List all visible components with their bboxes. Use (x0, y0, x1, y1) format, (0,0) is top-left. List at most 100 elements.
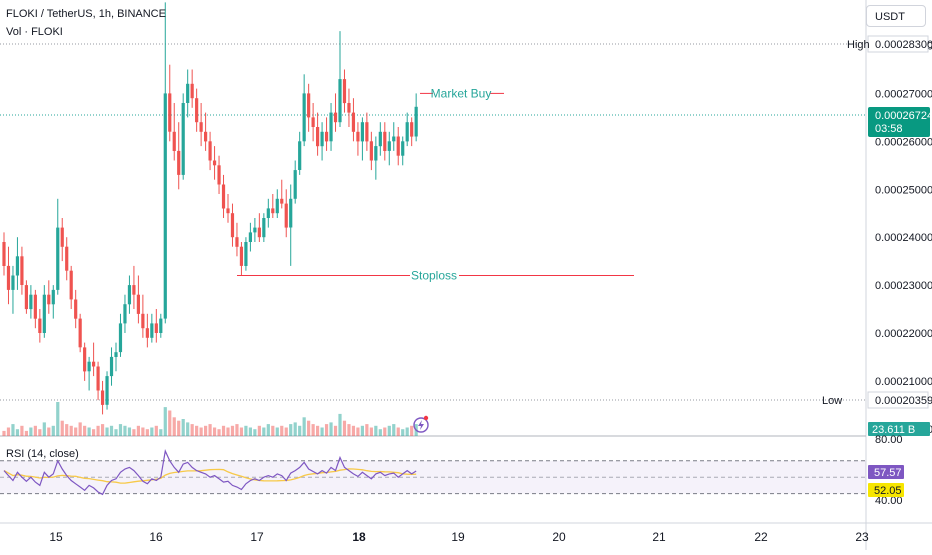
candle-body (78, 318, 82, 348)
volume-bar (369, 427, 373, 436)
candle-body (284, 203, 288, 228)
volume-bar (33, 425, 37, 436)
candle-body (356, 131, 360, 142)
volume-bar (60, 420, 64, 436)
volume-bar (150, 427, 154, 436)
candle-body (351, 112, 356, 132)
volume-bar (324, 424, 329, 436)
candle-body (347, 103, 351, 113)
candle-body (342, 79, 347, 104)
rsi-value: 57.57 (874, 467, 902, 479)
candle-body (311, 117, 315, 127)
price-axis: 0.000280000.000270000.000260000.00025000… (822, 35, 932, 507)
candle-body (280, 198, 284, 204)
volume-bar (293, 422, 297, 436)
volume-bar (351, 425, 356, 436)
market-buy-label: Market Buy (431, 86, 492, 100)
candle-body (208, 141, 212, 161)
volume-bar (383, 427, 387, 436)
volume-bar (65, 424, 69, 436)
volume-bar (74, 427, 78, 436)
volume-bar (87, 427, 91, 436)
volume-bar (356, 427, 360, 436)
candle-body (186, 83, 190, 103)
candle-body (136, 294, 140, 314)
candle-body (369, 141, 373, 161)
candle-body (96, 366, 100, 391)
candle-body (132, 285, 136, 295)
candle-body (239, 246, 244, 266)
candle-body (159, 318, 163, 333)
volume-bar (289, 424, 293, 436)
volume-layer (2, 402, 418, 436)
time-tick-label: 17 (250, 530, 264, 544)
volume-tag (868, 422, 930, 436)
candle-body (212, 160, 217, 166)
volume-bar (177, 420, 181, 436)
candle-body (177, 150, 181, 175)
rsi-tick-40: 40.00 (875, 495, 903, 507)
candle-body (172, 131, 176, 151)
candle-body (257, 227, 261, 238)
candle-body (195, 98, 199, 123)
volume-bar (172, 417, 176, 436)
volume-bar (387, 425, 391, 436)
volume-bar (342, 420, 347, 436)
time-axis: 15 16 17 18 19 20 21 22 23 (49, 530, 869, 544)
volume-bar (109, 425, 114, 436)
countdown-value: 03:58 (875, 123, 903, 135)
volume-bar (190, 424, 194, 436)
candle-body (11, 275, 15, 290)
volume-bar (141, 427, 145, 436)
candle-body (324, 131, 329, 142)
candle-body (329, 112, 333, 142)
volume-bar (24, 430, 28, 436)
volume-bar (159, 429, 163, 436)
rsi-ma-value-tag (868, 483, 904, 497)
low-label: Low (822, 395, 842, 407)
candle-body (87, 361, 91, 372)
candle-body (302, 93, 306, 142)
price-tick-label: 0.00027000 (875, 88, 932, 100)
candle-body (65, 246, 69, 271)
rsi-line (3, 448, 417, 496)
volume-bar (83, 425, 87, 436)
volume-bar (329, 422, 333, 436)
time-tick-label: 23 (855, 530, 869, 544)
volume-bar (47, 427, 51, 436)
volume-bar (221, 425, 226, 436)
price-tick-label: 0.00024000 (875, 232, 932, 244)
volume-bar (123, 425, 127, 436)
volume-bar (56, 402, 60, 436)
volume-bar (145, 429, 149, 436)
candle-body (181, 103, 185, 175)
candle-body (271, 208, 275, 214)
candle-body (38, 318, 42, 333)
volume-value: 23.611 B (872, 424, 915, 436)
rsi-title: RSI (14, close) (6, 448, 79, 460)
volume-bar (186, 422, 190, 436)
volume-bar (114, 429, 118, 436)
last-price-value: 0.00026724 (875, 110, 932, 122)
volume-bar (333, 425, 338, 436)
volume-bar (284, 427, 288, 436)
price-tick-label: 0.00021000 (875, 376, 932, 388)
volume-bar (347, 424, 351, 436)
candle-body (333, 112, 338, 123)
volume-bar (302, 417, 306, 436)
volume-bar (118, 424, 123, 436)
candle-body (360, 122, 364, 142)
volume-bar (195, 425, 199, 436)
volume-bar (96, 425, 100, 436)
time-tick-label: 15 (49, 530, 63, 544)
currency-selector[interactable]: USDT (866, 5, 926, 27)
volume-bar (217, 429, 221, 436)
price-tick-label: 0.00023000 (875, 280, 932, 292)
volume-bar (105, 427, 109, 436)
candle-body (253, 227, 257, 233)
candle-body (127, 285, 132, 305)
candle-body (60, 227, 64, 247)
volume-bar (374, 425, 378, 436)
volume-bar (136, 425, 140, 436)
